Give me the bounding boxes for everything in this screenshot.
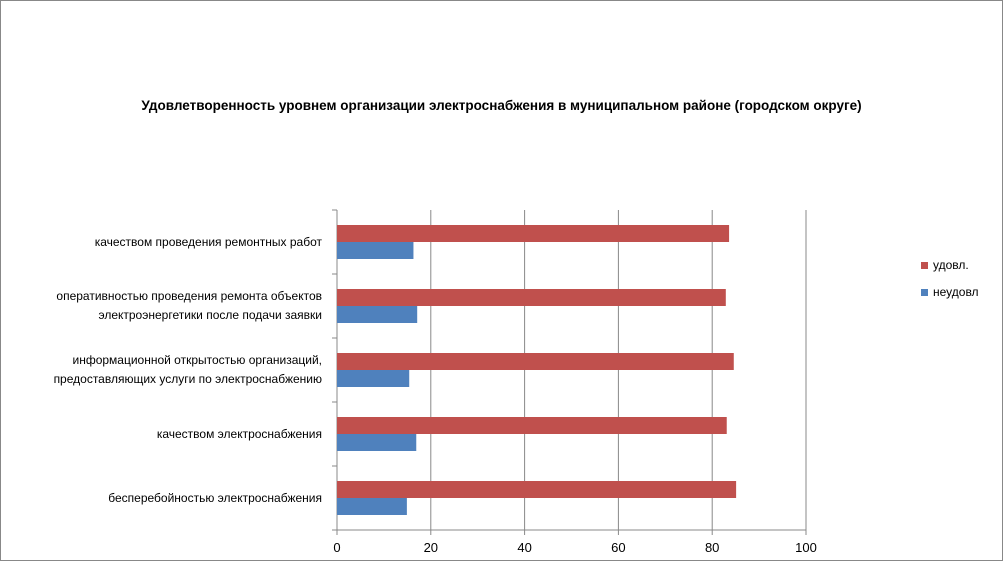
category-label-0: качеством проведения ремонтных работ (95, 233, 322, 252)
bar-udovl-4 (337, 481, 737, 498)
category-label-line: оперативностью проведения ремонта объект… (56, 289, 322, 303)
bar-neudovl-2 (337, 370, 410, 387)
bar-neudovl-3 (337, 434, 417, 451)
bar-udovl-3 (337, 417, 727, 434)
legend-item-udovl: удовл. (921, 258, 969, 272)
category-label-2: информационной открытостью организаций, п… (54, 351, 322, 389)
category-label-1: оперативностью проведения ремонта объект… (56, 287, 322, 325)
x-tick-label-80: 80 (705, 540, 719, 555)
bar-neudovl-0 (337, 242, 414, 259)
bar-neudovl-1 (337, 306, 418, 323)
category-label-line: информационной открытостью организаций, (72, 353, 322, 367)
x-tick-label-60: 60 (611, 540, 625, 555)
category-label-line: предоставляющих услуги по электроснабжен… (53, 372, 322, 386)
category-label-line: качеством проведения ремонтных работ (94, 234, 322, 249)
legend-label-udovl: удовл. (933, 258, 969, 272)
category-label-line: бесперебойностью электроснабжения (108, 490, 322, 505)
bar-udovl-1 (337, 289, 726, 306)
bar-neudovl-4 (337, 498, 407, 515)
legend-item-neudovl: неудовл (921, 285, 979, 299)
chart-title: Удовлетворенность уровнем организации эл… (141, 98, 862, 113)
x-tick-label-40: 40 (517, 540, 531, 555)
x-tick-label-0: 0 (333, 540, 340, 555)
legend-label-neudovl: неудовл (933, 285, 979, 299)
bar-udovl-2 (337, 353, 734, 370)
category-label-line: качеством электроснабжения (156, 426, 322, 441)
category-label-3: качеством электроснабжения (157, 425, 322, 444)
x-tick-label-20: 20 (424, 540, 438, 555)
bar-udovl-0 (337, 225, 730, 242)
legend-swatch-udovl (921, 261, 928, 269)
category-label-line: электроэнергетики после подачи заявки (98, 308, 322, 322)
x-tick-label-100: 100 (795, 540, 817, 555)
legend-swatch-neudovl (921, 288, 928, 296)
category-label-4: бесперебойностью электроснабжения (108, 489, 322, 508)
